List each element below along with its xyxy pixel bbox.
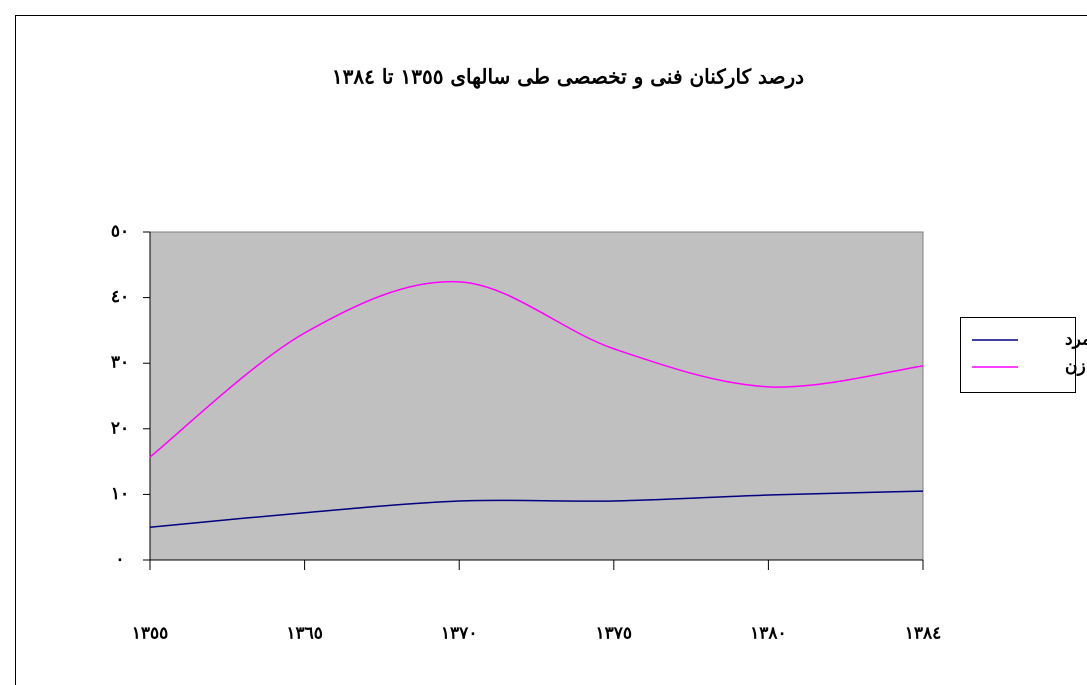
chart-title: درصد کارکنان فنی و تخصصی طی سالهای ١٣٥٥ … [332, 65, 804, 90]
x-tick-label: ١٣٨٠ [750, 624, 787, 644]
legend-label: مرد [1065, 330, 1087, 350]
y-tick-label: ١٠ [111, 484, 129, 504]
line-series [149, 490, 924, 528]
plot-area [149, 231, 924, 561]
x-tick-label: ١٣٦٥ [286, 624, 323, 644]
x-tick-label: ١٣٧٥ [596, 624, 633, 644]
y-tick-label: ٣٠ [111, 353, 129, 373]
y-tick-label: ٠ [115, 550, 124, 570]
x-tick-label: ١٣٥٥ [132, 624, 169, 644]
x-tick-label: ١٣٨٤ [905, 624, 942, 644]
y-tick-label: ٤٠ [111, 287, 129, 307]
legend-label: زن [1065, 357, 1086, 377]
line-series [149, 280, 924, 458]
x-tick-label: ١٣٧٠ [441, 624, 478, 644]
legend-box [960, 317, 1076, 393]
y-tick-label: ٢٠ [111, 418, 129, 438]
y-tick-label: ٥٠ [111, 222, 129, 242]
